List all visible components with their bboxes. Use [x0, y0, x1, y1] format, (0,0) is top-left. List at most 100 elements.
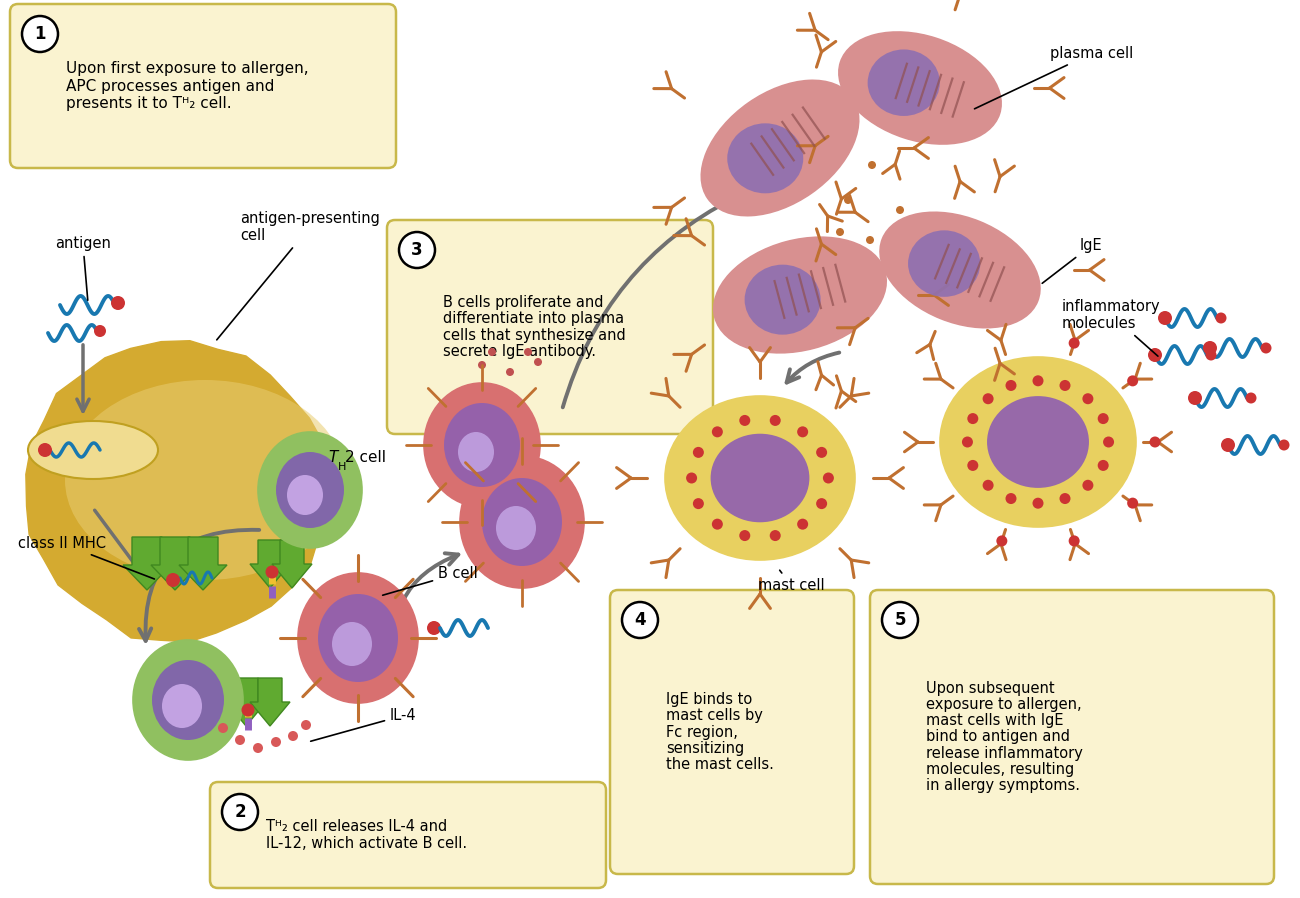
Circle shape — [1148, 348, 1162, 362]
Circle shape — [1060, 493, 1070, 504]
Circle shape — [488, 348, 497, 356]
Text: Upon subsequent: Upon subsequent — [926, 681, 1054, 696]
Circle shape — [712, 519, 723, 530]
Text: APC processes antigen and: APC processes antigen and — [66, 78, 274, 93]
Circle shape — [962, 436, 972, 447]
Circle shape — [242, 703, 255, 717]
Text: class II MHC: class II MHC — [18, 536, 155, 579]
Text: 3: 3 — [411, 241, 422, 259]
Circle shape — [967, 460, 979, 471]
Polygon shape — [226, 678, 266, 726]
Ellipse shape — [987, 396, 1089, 488]
Circle shape — [816, 498, 827, 509]
Polygon shape — [26, 340, 330, 642]
Circle shape — [770, 415, 781, 426]
Circle shape — [1083, 393, 1093, 404]
Polygon shape — [151, 537, 199, 590]
Circle shape — [868, 161, 876, 169]
Circle shape — [270, 737, 281, 747]
Text: mast cell: mast cell — [758, 570, 824, 593]
Circle shape — [693, 447, 703, 458]
Circle shape — [1221, 438, 1235, 452]
Polygon shape — [272, 540, 312, 588]
Text: B cell: B cell — [382, 566, 478, 595]
Text: exposure to allergen,: exposure to allergen, — [926, 697, 1082, 712]
Text: IgE binds to: IgE binds to — [666, 692, 753, 707]
Text: mast cells with IgE: mast cells with IgE — [926, 713, 1063, 728]
Circle shape — [1032, 375, 1044, 386]
Circle shape — [166, 573, 179, 587]
Text: T: T — [328, 450, 338, 465]
FancyBboxPatch shape — [610, 590, 854, 874]
Ellipse shape — [332, 622, 372, 666]
Circle shape — [235, 735, 244, 745]
Text: IgE: IgE — [1043, 238, 1102, 283]
Polygon shape — [250, 678, 290, 726]
Circle shape — [1149, 436, 1161, 447]
Circle shape — [254, 743, 263, 753]
Ellipse shape — [458, 432, 494, 472]
Ellipse shape — [424, 383, 540, 507]
Circle shape — [1127, 497, 1139, 508]
Ellipse shape — [714, 237, 887, 353]
Text: H: H — [338, 462, 346, 472]
Circle shape — [1205, 349, 1217, 360]
Circle shape — [686, 472, 697, 483]
Ellipse shape — [162, 684, 202, 728]
Ellipse shape — [482, 478, 562, 566]
Circle shape — [1261, 342, 1271, 354]
Text: 4: 4 — [634, 611, 646, 629]
Circle shape — [740, 415, 750, 426]
Circle shape — [836, 228, 844, 236]
Circle shape — [1127, 375, 1139, 386]
Circle shape — [506, 368, 514, 376]
Circle shape — [1188, 391, 1202, 405]
Circle shape — [289, 731, 298, 741]
Ellipse shape — [65, 380, 345, 580]
Text: B cells proliferate and: B cells proliferate and — [443, 295, 603, 310]
Circle shape — [1104, 436, 1114, 447]
Circle shape — [967, 413, 979, 424]
Circle shape — [797, 427, 809, 437]
Text: antigen: antigen — [55, 236, 110, 300]
Ellipse shape — [907, 231, 980, 297]
Circle shape — [621, 602, 658, 638]
Text: 2: 2 — [234, 803, 246, 821]
Circle shape — [1005, 493, 1017, 504]
Text: inflammatory
molecules: inflammatory molecules — [1062, 299, 1161, 357]
Ellipse shape — [133, 640, 243, 760]
Circle shape — [996, 535, 1008, 546]
Circle shape — [712, 427, 723, 437]
Circle shape — [1083, 480, 1093, 491]
Text: 5: 5 — [894, 611, 906, 629]
Circle shape — [740, 530, 750, 541]
Ellipse shape — [152, 660, 224, 740]
Circle shape — [1032, 497, 1044, 508]
Text: plasma cell: plasma cell — [975, 46, 1134, 109]
Circle shape — [478, 361, 486, 369]
Ellipse shape — [318, 594, 398, 682]
Ellipse shape — [666, 396, 855, 560]
Text: presents it to Tᴴ₂ cell.: presents it to Tᴴ₂ cell. — [66, 95, 231, 110]
Text: Upon first exposure to allergen,: Upon first exposure to allergen, — [66, 61, 308, 76]
Ellipse shape — [29, 421, 159, 479]
Circle shape — [881, 602, 918, 638]
FancyBboxPatch shape — [870, 590, 1274, 884]
Ellipse shape — [497, 506, 536, 550]
Text: IL-4: IL-4 — [311, 708, 416, 741]
Circle shape — [1069, 535, 1080, 546]
Ellipse shape — [711, 434, 810, 523]
Ellipse shape — [445, 403, 520, 487]
Text: cells that synthesize and: cells that synthesize and — [443, 328, 625, 343]
Ellipse shape — [257, 432, 361, 548]
Circle shape — [399, 232, 436, 268]
Ellipse shape — [287, 475, 322, 515]
Text: molecules, resulting: molecules, resulting — [926, 762, 1074, 777]
Text: sensitizing: sensitizing — [666, 741, 744, 756]
Circle shape — [983, 393, 993, 404]
Circle shape — [1278, 439, 1290, 451]
Circle shape — [1069, 338, 1080, 348]
Circle shape — [823, 472, 833, 483]
Circle shape — [1158, 311, 1173, 325]
Circle shape — [265, 566, 278, 578]
